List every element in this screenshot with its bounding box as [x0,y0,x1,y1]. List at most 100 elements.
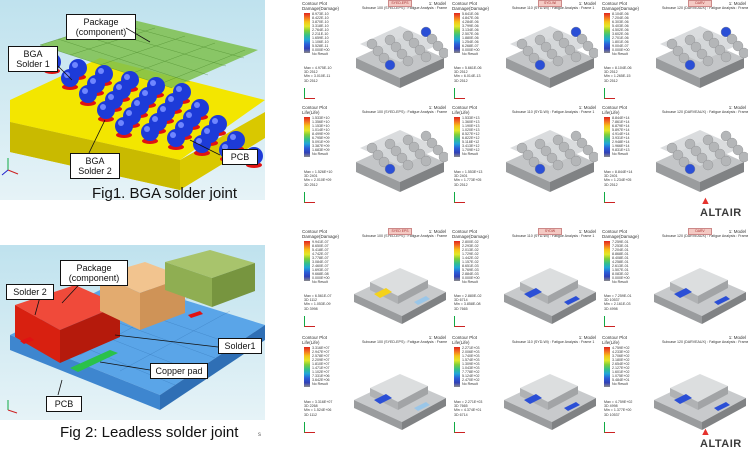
solder-ball [714,44,726,56]
axis-triad-icon [454,192,465,203]
panel-model-label: 1: Model [728,1,746,6]
solder-ball [666,38,678,50]
legend-value: 7.861E+14 [612,120,630,124]
axis-triad-icon [604,422,615,433]
panel-subcase: Subcase 120 (DARVEAUX) : Fatigue Analysi… [662,6,748,10]
solder-ball [390,145,402,157]
solder-ball [438,151,448,163]
panel-minmax: Max = 2.271E+03 3D 7665 Min = 4.374E+01 3D … [454,400,483,417]
panel-title: Contour Plot Damage(Damage) [602,229,640,239]
solder-ball [396,152,408,164]
legend-value: 4.742E-07 [312,252,329,256]
legend-value: 2.800E-02 [462,240,479,244]
bga-result-model [656,26,748,88]
legend-value: 2.013E-02 [462,248,479,252]
ball-highlight [90,78,96,84]
legend-value: 2.211E-10 [312,32,329,36]
legend-value: 6.822E+12 [462,136,480,140]
legend-colorbar [304,241,310,281]
legend-value: 1.309E+03 [462,362,480,366]
solder-ball [372,149,384,161]
panel-model-label: 1: Model [578,229,596,234]
ball-highlight [212,118,218,124]
legend-value: 8.408E-01 [612,256,629,260]
contour-plot-panel: Contour Plot Damage(Damage) 1: Model Subcas… [450,228,598,330]
panel-minmax: Max = 6.561E-07 3D 1112 Min = 1.053E-09 3D … [304,294,332,311]
legend-value: 5.091E+09 [312,140,330,144]
legend-value: 4.759E+02 [612,346,630,350]
legend-value: No Result [612,152,628,156]
panel-method-tag: SYED-EPS [388,0,412,7]
legend-values: 1.533E+10 1.356E+10 1.153E+10 1.014E+10 8.49… [312,116,330,156]
legend-value: 9.668E-08 [312,272,329,276]
panel-title: Contour Plot Life(Life) [452,335,478,345]
solder-ball [390,41,402,53]
legend-values: 2.800E-02 2.293E-02 2.013E-02 1.729E-02 1.44… [462,240,480,284]
solder-ball [726,33,738,45]
legend-value: 5.118E+12 [462,140,480,144]
legend-value: 4.502E-06 [612,28,629,32]
ball-highlight [118,120,124,126]
panel-title: Contour Plot Damage(Damage) [452,229,490,239]
legend-value: 3.318E-10 [312,24,329,28]
solder-ball [414,44,426,56]
legend-values: 8.973E-10 8.422E-10 3.870E-10 3.318E-10 2.76… [312,12,330,56]
ball-highlight [150,80,156,86]
fig1-caption: Fig1. BGA solder joint [92,185,238,202]
solder-ball [534,59,546,71]
solder-ball [726,137,738,149]
panel-minmax: Max = 4.759E+02 3D 4998 Min = 1.377E+00 3D … [604,400,633,417]
solder-ball [684,59,696,71]
solder-ball [552,134,564,146]
solder-ball [684,34,696,46]
legend-value: 0.000E+00 [462,48,480,52]
legend-values: 2.271E+03 2.006E+03 1.740E+03 1.574E+03 1.30… [462,346,480,386]
solder-ball [684,163,696,175]
axis-triad-icon [304,316,315,327]
solder-ball [534,138,546,150]
solder-ball [522,45,534,57]
legend-value: 0.000E+00 [612,276,630,280]
legend-value: 8.651E-03 [462,264,479,268]
bga-result-model [506,26,598,88]
page-mark: s [258,432,261,438]
legend-value: 8.083E-02 [612,272,629,276]
contour-plot-panel: Contour Plot Damage(Damage) 1: Model Subcas… [600,228,748,330]
legend-value: 4.233E+02 [612,350,630,354]
fig2-caption: Fig 2: Leadless solder joint [60,424,239,441]
solder-ball [702,159,714,171]
solder-ball [588,151,598,163]
axis-triad-icon [304,88,315,99]
legend-value: 1.102E+07 [312,370,330,374]
legend-value: 3.387E+09 [312,144,330,148]
panel-method-tag: SYD-Wi [538,0,562,7]
legend-value: 0.000E+00 [612,48,630,52]
solder-ball [402,159,414,171]
solder-ball [696,48,708,60]
solder-ball [540,41,552,53]
solder-ball [516,142,528,154]
fig1-leader-lines [49,27,221,156]
legend-value: 0.000E+00 [462,276,480,280]
axis-triad-icon [304,192,315,203]
callout-bga-solder2: BGA Solder 2 [70,153,120,179]
contour-plot-panel: Contour Plot Damage(Damage) 1: Model Subcas… [600,0,748,102]
legend-value: 0.000E+00 [312,48,330,52]
ball-highlight [230,134,236,140]
axis-triad-icon [454,422,465,433]
legend-value: No Result [312,280,328,284]
legend-value: 8.650E-07 [312,244,329,248]
solder-ball [570,51,582,63]
legend-value: 1.356E+10 [312,120,330,124]
leadless-result-model [654,268,746,324]
callout-package: Package (component) [66,14,136,40]
panel-minmax: Max = 8.104E-06 3D 2512 Min = 1.265E-15 3D … [604,66,632,83]
solder-ball [570,155,582,167]
solder-ball [564,148,576,160]
panel-title: Contour Plot Life(Life) [602,105,628,115]
legend-value: 6.268E-07 [462,44,479,48]
panel-title: Contour Plot Life(Life) [302,105,328,115]
legend-value: 1.014E+10 [312,128,330,132]
ball-highlight [168,96,174,102]
panel-model-label: 1: Model [428,1,446,6]
